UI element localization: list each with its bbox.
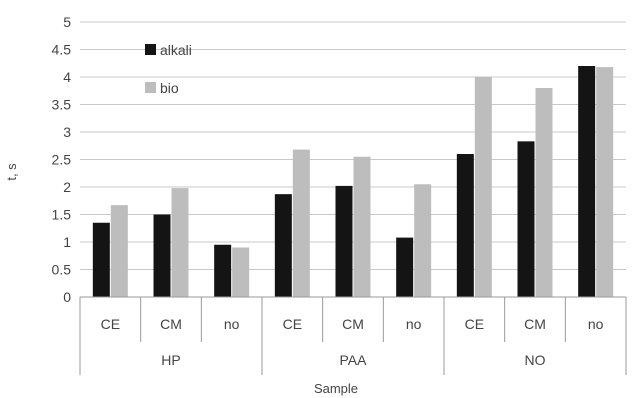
legend-swatch-bio xyxy=(145,82,156,93)
y-tick-label: 2 xyxy=(63,179,71,195)
y-tick-label: 2.5 xyxy=(52,152,72,168)
legend-label-bio: bio xyxy=(160,80,179,96)
bar-alkali-6 xyxy=(456,154,474,297)
y-tick-label: 5 xyxy=(63,14,71,30)
bar-alkali-7 xyxy=(517,141,535,297)
bar-alkali-1 xyxy=(153,214,171,297)
y-tick-label: 0.5 xyxy=(52,262,72,278)
y-tick-label: 0 xyxy=(63,289,71,305)
x-tick-label: no xyxy=(406,316,422,332)
y-tick-label: 3.5 xyxy=(52,97,72,113)
bar-bio-1 xyxy=(171,188,189,297)
x-tick-label: CE xyxy=(283,316,302,332)
bar-alkali-3 xyxy=(274,194,292,297)
x-tick-label: CE xyxy=(465,316,484,332)
bar-alkali-2 xyxy=(214,244,232,297)
bar-bio-2 xyxy=(232,247,250,297)
legend: alkali bio xyxy=(145,42,192,96)
y-tick-label: 1.5 xyxy=(52,207,72,223)
y-tick-label: 4 xyxy=(63,69,71,85)
y-tick-label: 1 xyxy=(63,234,71,250)
bar-bio-5 xyxy=(414,184,432,297)
x-axis-title: Sample xyxy=(314,381,358,396)
gridlines xyxy=(80,21,626,270)
axes: 0 0.5 1 1.5 2 2.5 3 3.5 4 4.5 5 HP PAA NO CE CM no CE CM no… xyxy=(52,14,627,375)
bar-bio-3 xyxy=(292,149,310,297)
bar-alkali-5 xyxy=(396,237,414,297)
bar-alkali-4 xyxy=(335,185,353,297)
group-label-no: NO xyxy=(525,352,546,368)
x-tick-label: CM xyxy=(524,316,546,332)
x-tick-label: no xyxy=(224,316,240,332)
bar-bio-0 xyxy=(110,205,128,297)
bar-bio-8 xyxy=(596,67,614,297)
group-label-paa: PAA xyxy=(340,352,368,368)
y-tick-label: 3 xyxy=(63,124,71,140)
bars xyxy=(92,66,614,297)
y-tick-label: 4.5 xyxy=(52,42,72,58)
bar-bio-7 xyxy=(535,88,553,297)
y-axis-title: t, s xyxy=(4,163,19,181)
legend-label-alkali: alkali xyxy=(160,42,192,58)
bar-bio-4 xyxy=(353,156,371,297)
x-tick-label: CM xyxy=(342,316,364,332)
x-tick-label: no xyxy=(588,316,604,332)
legend-swatch-alkali xyxy=(145,44,156,55)
bar-alkali-0 xyxy=(92,222,110,297)
bar-alkali-8 xyxy=(578,66,596,297)
x-tick-label: CE xyxy=(101,316,120,332)
bar-bio-6 xyxy=(474,77,492,297)
x-tick-label: CM xyxy=(160,316,182,332)
group-label-hp: HP xyxy=(161,352,180,368)
